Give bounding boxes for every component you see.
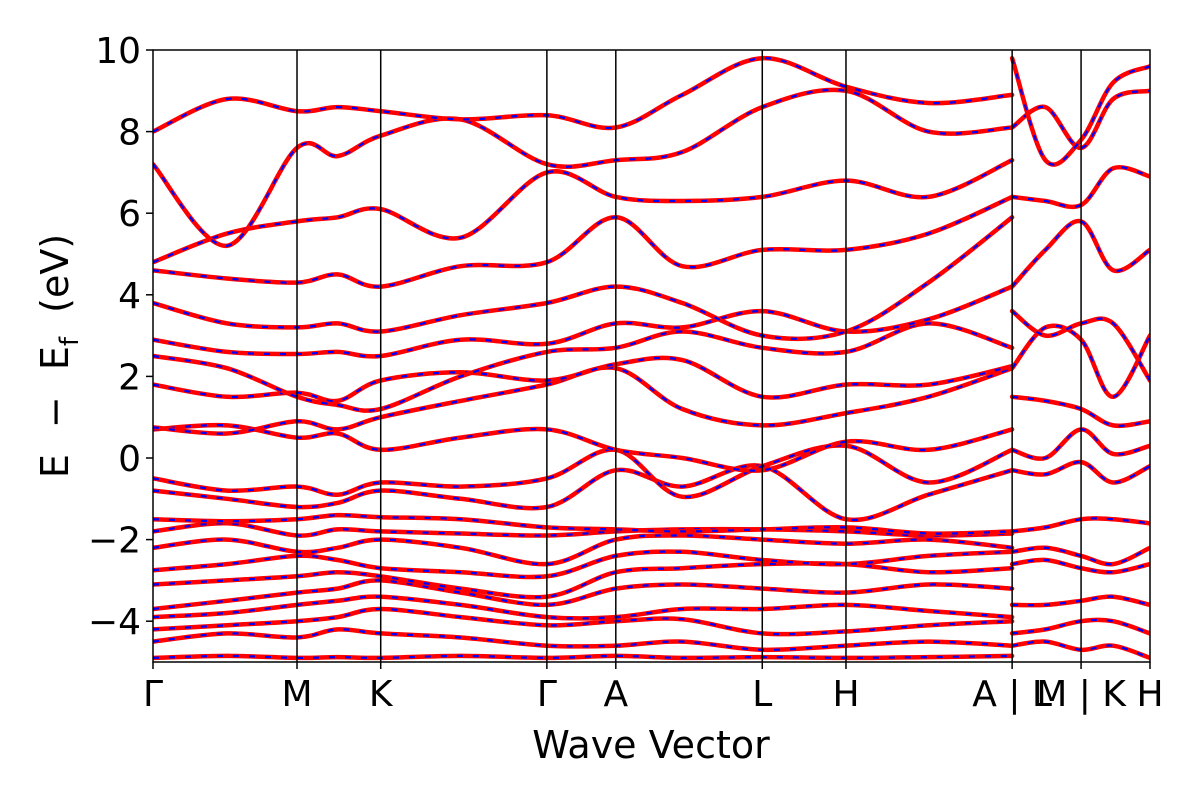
band-line-blue-dashed [1011,57,1150,166]
y-tick-label: −2 [88,521,141,562]
x-axis-title: Wave Vector [532,723,770,767]
y-title-unit: (eV) [33,234,77,313]
band-line-blue-dashed [1011,618,1150,635]
band-line-blue-dashed [153,159,1013,264]
band-line-blue-dashed [1011,324,1150,398]
x-tick-label: M | K [1036,674,1127,715]
x-tick-label: A | L [972,674,1052,715]
band-line-blue-dashed [1011,546,1150,566]
x-tick-label: H [1136,674,1163,715]
band-line-blue-dashed [1011,395,1150,427]
y-axis-title: E − Ef (eV) [33,234,87,478]
x-tick-label: M [281,674,312,715]
y-title-minus: − [33,396,77,428]
x-tick-label: A [603,674,628,715]
y-tick-label: 6 [118,194,141,235]
plot-background [153,50,1150,662]
y-tick-label: 0 [118,439,141,480]
y-title-ef: E [33,346,77,370]
x-tick-label: Γ [143,674,163,715]
x-tick-label: H [832,674,859,715]
band-line-blue-dashed [153,322,1013,412]
kpoint-divider-lines [296,50,1082,662]
y-tick-label: −4 [88,602,141,643]
y-title-ef-sub: f [55,336,85,346]
band-line-blue-dashed [1011,558,1150,574]
y-title-e: E [33,454,77,478]
x-tick-label: Γ [537,674,557,715]
band-line-blue-dashed [1011,517,1150,533]
band-line-blue-dashed [1011,640,1150,659]
y-axis-ticks: −4 −2 0 2 4 6 8 10 [88,31,153,643]
y-tick-label: 8 [118,113,141,154]
y-tick-label: 2 [118,357,141,398]
x-tick-label: K [369,674,394,715]
x-tick-label: L [752,674,772,715]
y-tick-label: 4 [118,276,141,317]
plot-frame [152,49,1151,663]
band-line-blue-dashed [153,88,1013,247]
band-line-blue-dashed [1011,166,1150,208]
y-tick-label: 10 [95,31,141,72]
